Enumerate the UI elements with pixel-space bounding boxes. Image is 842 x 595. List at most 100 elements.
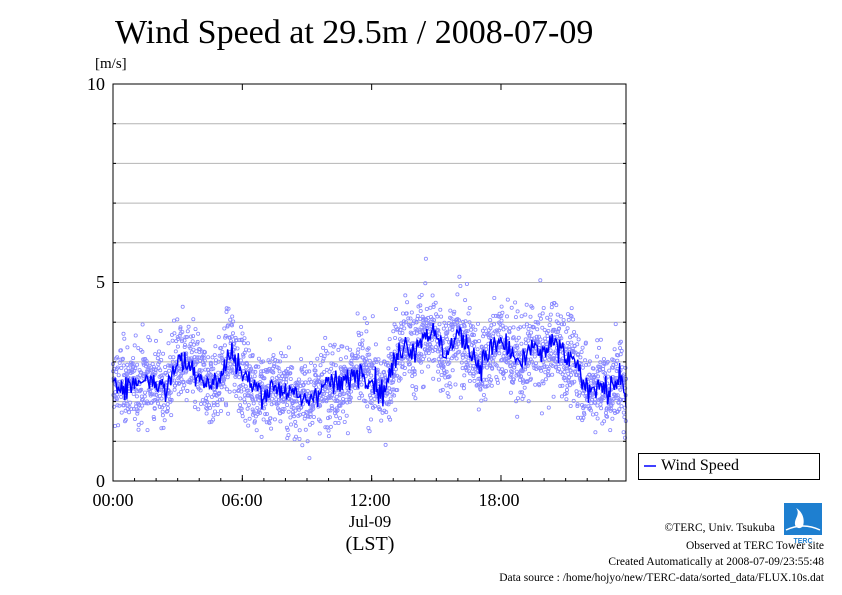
data-point bbox=[589, 378, 594, 383]
data-point bbox=[125, 362, 130, 367]
data-point bbox=[553, 349, 558, 354]
data-point bbox=[322, 354, 327, 359]
data-point bbox=[312, 363, 317, 368]
data-point bbox=[392, 393, 397, 398]
data-point bbox=[479, 398, 484, 403]
data-point bbox=[488, 318, 493, 323]
x-tick-label-0600: 06:00 bbox=[221, 490, 263, 510]
created-text: Created Automatically at 2008-07-09/23:5… bbox=[608, 556, 824, 568]
data-point bbox=[539, 411, 544, 416]
data-point bbox=[159, 357, 164, 362]
data-point bbox=[432, 357, 437, 362]
data-point bbox=[256, 356, 261, 361]
data-point bbox=[524, 302, 529, 307]
data-point bbox=[575, 403, 580, 408]
data-point bbox=[301, 382, 306, 387]
data-point bbox=[178, 373, 183, 378]
data-point bbox=[161, 351, 166, 356]
data-point bbox=[572, 379, 577, 384]
data-point bbox=[620, 365, 625, 370]
data-point bbox=[225, 375, 230, 380]
data-point bbox=[184, 398, 189, 403]
data-point bbox=[136, 427, 141, 432]
data-point bbox=[275, 359, 280, 364]
data-point bbox=[223, 401, 228, 406]
data-point bbox=[591, 366, 596, 371]
data-point bbox=[122, 336, 127, 341]
data-point bbox=[115, 403, 120, 408]
data-point bbox=[166, 341, 171, 346]
data-point bbox=[562, 375, 567, 380]
data-point bbox=[177, 333, 182, 338]
data-point bbox=[587, 359, 592, 364]
data-point bbox=[162, 418, 167, 423]
data-point bbox=[390, 380, 395, 385]
data-point bbox=[496, 366, 501, 371]
data-point bbox=[418, 360, 423, 365]
data-point bbox=[225, 323, 230, 328]
data-point bbox=[246, 423, 251, 428]
data-point bbox=[393, 335, 398, 340]
data-point bbox=[431, 304, 436, 309]
data-point bbox=[286, 433, 291, 438]
data-point bbox=[242, 350, 247, 355]
data-point bbox=[413, 387, 418, 392]
data-point bbox=[320, 345, 325, 350]
data-point bbox=[502, 350, 507, 355]
data-point bbox=[567, 375, 572, 380]
data-point bbox=[483, 397, 488, 402]
data-point bbox=[190, 339, 195, 344]
data-point bbox=[383, 442, 388, 447]
data-point bbox=[490, 366, 495, 371]
data-point bbox=[282, 406, 287, 411]
data-point bbox=[450, 368, 455, 373]
data-point bbox=[259, 434, 264, 439]
data-point bbox=[147, 363, 152, 368]
data-point bbox=[523, 367, 528, 372]
data-point bbox=[583, 358, 588, 363]
data-point bbox=[387, 399, 392, 404]
data-point bbox=[264, 411, 269, 416]
data-point bbox=[468, 371, 473, 376]
data-point bbox=[619, 404, 624, 409]
data-point bbox=[533, 382, 538, 387]
data-point bbox=[615, 358, 620, 363]
data-point bbox=[454, 345, 459, 350]
data-point bbox=[519, 374, 524, 379]
data-point bbox=[171, 318, 176, 323]
data-point bbox=[315, 387, 320, 392]
data-point bbox=[522, 324, 527, 329]
data-point bbox=[245, 341, 250, 346]
data-point bbox=[333, 363, 338, 368]
data-point bbox=[367, 358, 372, 363]
data-point bbox=[202, 358, 207, 363]
data-point bbox=[172, 331, 177, 336]
data-point bbox=[505, 297, 510, 302]
data-point bbox=[621, 410, 626, 415]
data-point bbox=[228, 317, 233, 322]
data-point bbox=[290, 365, 295, 370]
data-point bbox=[395, 387, 400, 392]
y-tick-label-10: 10 bbox=[87, 74, 105, 94]
data-point bbox=[603, 410, 608, 415]
data-point bbox=[500, 323, 505, 328]
data-point bbox=[271, 353, 276, 358]
data-point bbox=[220, 381, 225, 386]
data-point bbox=[293, 434, 298, 439]
logo-drop bbox=[794, 508, 804, 529]
data-point bbox=[569, 306, 574, 311]
data-point bbox=[378, 407, 383, 412]
data-point bbox=[513, 300, 518, 305]
data-point bbox=[160, 413, 165, 418]
data-point bbox=[389, 399, 394, 404]
data-point bbox=[299, 367, 304, 372]
data-point bbox=[326, 408, 331, 413]
data-point bbox=[534, 334, 539, 339]
data-point bbox=[417, 351, 422, 356]
series-line-wind-speed bbox=[112, 322, 627, 410]
data-point bbox=[362, 316, 367, 321]
x-tick-label-1800: 18:00 bbox=[478, 490, 520, 510]
data-point bbox=[560, 322, 565, 327]
data-point bbox=[566, 379, 571, 384]
data-point bbox=[537, 343, 542, 348]
